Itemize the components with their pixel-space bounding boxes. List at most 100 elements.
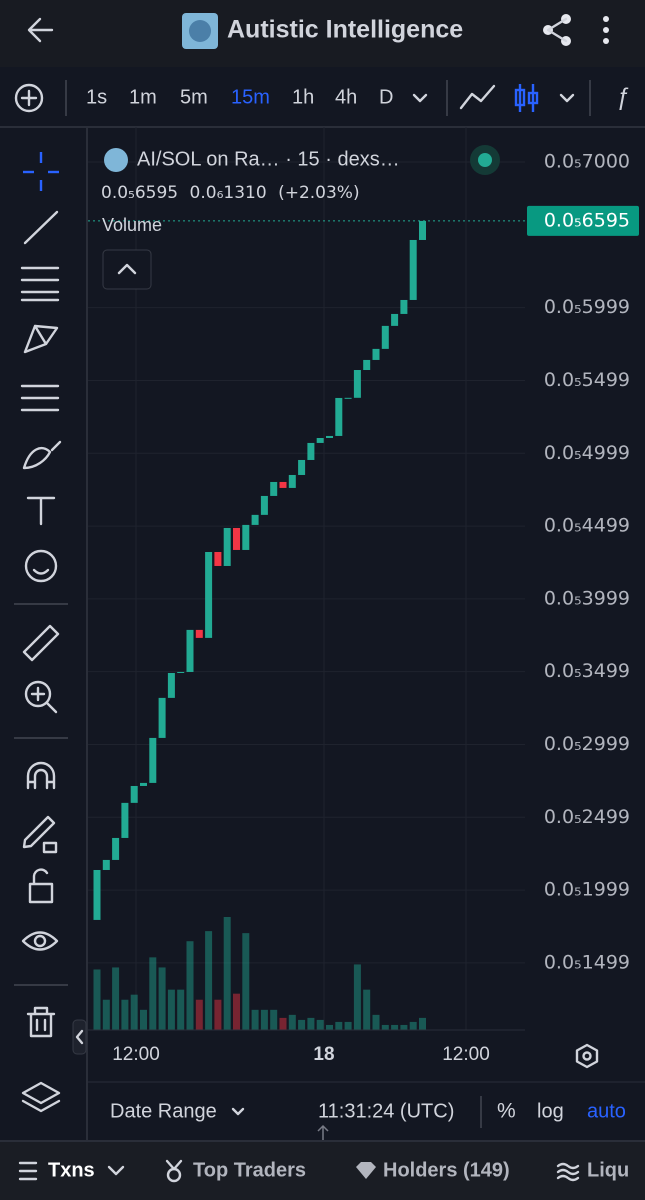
liquidity-icon [556,1162,580,1182]
top-traders-ribbon [165,1159,183,1171]
back-button[interactable] [27,17,54,43]
tab-liquidity[interactable]: Liqu [587,1159,629,1181]
fib-tool[interactable] [20,266,60,302]
line-chart-button[interactable] [459,84,496,110]
volume-bar [195,999,203,1030]
visibility-tool[interactable] [21,931,59,951]
collapse-tools-tab[interactable] [72,1019,87,1055]
legend-symbol: AI/SOL on Ra… · 15 · dexs… [137,148,400,170]
volume-bar [167,989,175,1030]
tab-top-traders[interactable]: Top Traders [193,1159,306,1181]
candle-body [93,869,101,920]
volume-bar [177,989,185,1030]
percent-button[interactable]: % [497,1100,516,1123]
candle-body [167,672,175,698]
candle-chart-button[interactable] [514,84,539,112]
candle-body [233,527,240,550]
y-tick-label: 0.0₅7000 [544,150,630,172]
candle-body [260,495,268,515]
y-tick-label: 0.0₅4499 [544,515,630,537]
volume-bar [186,941,194,1030]
candle-body [391,313,399,326]
x-tick-label: 18 [313,1044,334,1065]
pattern-tool[interactable] [23,324,59,354]
interval-dropdown[interactable] [412,93,428,103]
candle-body [335,397,343,436]
candle-body [242,524,250,550]
title: Autistic Intelligence [227,16,463,44]
volume-bar [372,1014,380,1030]
volume-bar [400,1024,408,1030]
prediction-tool[interactable] [20,384,60,412]
legend-price: 0.0₅6595 [101,183,178,203]
candle-body [409,239,417,300]
indicator-fx[interactable]: ƒ [616,83,629,110]
y-tick-label: 0.0₅5999 [544,296,630,318]
layers-tool[interactable] [21,1081,61,1113]
y-tick-label: 0.0₅1999 [544,879,630,901]
token-logo-detail [189,20,211,42]
candle-body [223,527,231,566]
candle-body [121,802,129,838]
candle-body [298,459,306,475]
interval-button[interactable]: 5m [180,86,208,108]
interval-button[interactable]: 1m [129,86,157,108]
auto-button[interactable]: auto [587,1100,626,1122]
y-tick-label: 0.0₅4999 [544,442,630,464]
legend-change: 0.0₆1310 [190,183,267,203]
add-indicator[interactable] [14,83,44,113]
crosshair-tool[interactable] [23,152,59,191]
delete-tool[interactable] [26,1006,56,1038]
zoom-detail [30,686,58,714]
interval-button[interactable]: 4h [335,86,357,108]
trend-line-tool[interactable] [23,210,59,245]
zoom-tool[interactable] [24,680,52,708]
menu-button[interactable] [603,16,609,44]
volume-bar [130,994,138,1030]
volume-bar [363,989,371,1030]
measure-tool[interactable] [22,624,60,662]
volume-bar [233,993,240,1030]
candle-body [353,370,361,398]
tab-holders[interactable]: Holders (149) [383,1159,510,1181]
unlock-tool[interactable] [28,868,54,904]
volume-bar [121,999,129,1030]
visibility-pupil [33,934,47,948]
candle-body [177,671,185,673]
magnet-tool[interactable] [26,761,56,790]
last-price-badge [527,205,639,236]
brush-tool[interactable] [22,440,62,470]
chart-settings-button[interactable] [575,1043,599,1069]
candle-body [307,442,315,460]
volume-bar [307,1017,315,1030]
x-tick-label: 12:00 [112,1044,160,1065]
interval-button[interactable]: 15m [231,86,270,108]
interval-button[interactable]: D [379,86,393,108]
status-dot [478,153,492,167]
log-button[interactable]: log [537,1100,564,1122]
volume-bar [353,964,361,1030]
y-tick-label: 0.0₅1499 [544,951,630,973]
chart-type-dropdown[interactable] [559,93,575,103]
collapse-legend-button[interactable] [102,249,152,290]
lock-drawing-tool[interactable] [22,815,58,854]
legend-change-percent: (+2.03%) [278,183,360,203]
interval-button[interactable]: 1h [292,86,314,108]
last-price-label: 0.0₅6595 [544,209,630,231]
candle-body [419,220,426,240]
candle-body [251,514,259,525]
interval-button[interactable]: 1s [86,86,107,108]
candle-body [279,481,287,488]
date-range-button[interactable]: Date Range [110,1100,217,1122]
volume-title: Volume [102,215,162,235]
tab-txns[interactable]: Txns [48,1159,95,1181]
candle-body [316,437,324,443]
candle-body [372,348,380,360]
share-button[interactable] [543,14,571,46]
text-tool[interactable] [26,496,56,526]
volume-bar [158,967,166,1030]
y-tick-label: 0.0₅3999 [544,587,630,609]
volume-bar [409,1021,417,1030]
emoji-tool[interactable] [24,549,58,583]
